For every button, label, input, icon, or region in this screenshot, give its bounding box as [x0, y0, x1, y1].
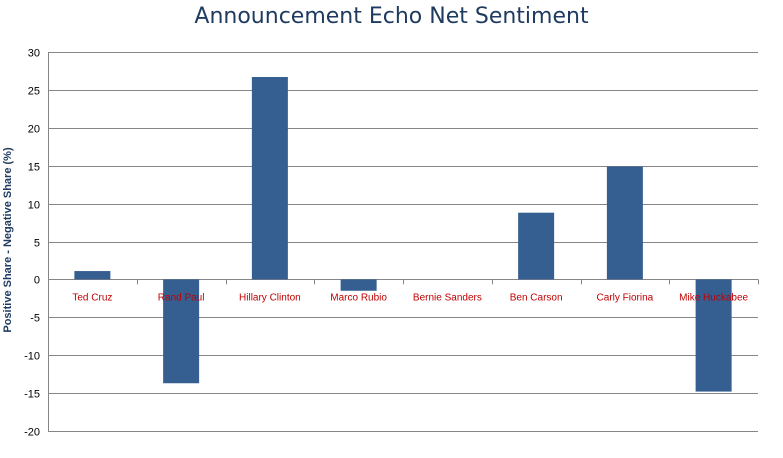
bar [163, 279, 200, 384]
category-label: Rand Paul [158, 292, 205, 303]
y-tick-label: -10 [24, 351, 40, 363]
y-tick-label: -15 [24, 389, 40, 401]
category-label: Mike Huckabee [679, 292, 748, 303]
y-tick-label: 0 [34, 275, 40, 287]
category-label: Hillary Clinton [239, 292, 301, 303]
y-tick-label: 30 [28, 48, 40, 60]
bar [518, 212, 555, 280]
y-tick-label: 15 [28, 162, 40, 174]
bar [695, 279, 732, 392]
y-tick-label: 5 [34, 238, 40, 250]
y-tick-label: 10 [28, 200, 40, 212]
y-tick-label: 20 [28, 124, 40, 136]
bar [74, 271, 111, 280]
bar [340, 279, 377, 291]
category-label: Carly Fiorina [597, 292, 654, 303]
chart-title: Announcement Echo Net Sentiment [194, 4, 589, 29]
category-label: Ben Carson [510, 292, 563, 303]
bar [251, 77, 288, 280]
category-label: Marco Rubio [330, 292, 387, 303]
category-label: Bernie Sanders [413, 292, 482, 303]
y-tick-label: 25 [28, 86, 40, 98]
y-tick-label: -20 [24, 427, 40, 439]
y-tick-label: -5 [30, 313, 40, 325]
bar [606, 166, 643, 280]
category-label: Ted Cruz [72, 292, 112, 303]
